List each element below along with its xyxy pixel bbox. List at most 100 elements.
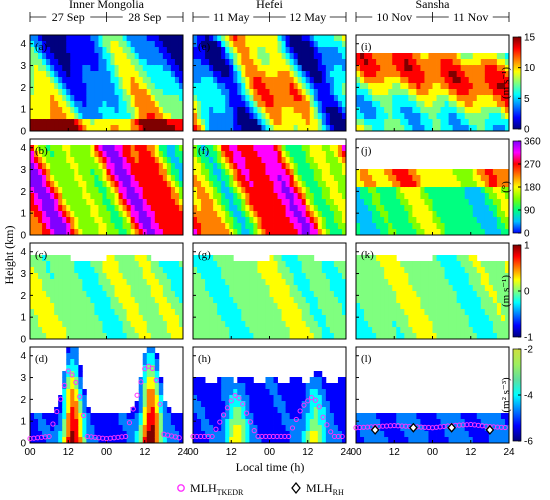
- heat-cell: [197, 113, 202, 120]
- heat-cell: [301, 83, 307, 90]
- heat-cell: [261, 169, 266, 176]
- heat-cell: [197, 187, 202, 194]
- heat-cell: [197, 255, 202, 262]
- heat-cell: [301, 101, 307, 108]
- panel-label: (j): [361, 145, 372, 157]
- heat-cell: [201, 327, 206, 334]
- heat-cell: [400, 199, 405, 206]
- heat-cell: [66, 267, 71, 274]
- heat-cell: [106, 83, 111, 90]
- heat-cell: [138, 327, 144, 334]
- heat-cell: [293, 327, 299, 334]
- heat-cell: [356, 223, 361, 230]
- heat-cell: [408, 321, 413, 328]
- heat-cell: [229, 297, 234, 304]
- heat-cell: [305, 291, 311, 298]
- heat-cell: [126, 157, 132, 164]
- heat-cell: [174, 267, 180, 274]
- heat-cell: [420, 291, 425, 298]
- heat-cell: [257, 315, 262, 322]
- heat-cell: [114, 65, 119, 72]
- heat-cell: [217, 35, 222, 42]
- heat-cell: [277, 95, 282, 102]
- heat-cell: [217, 83, 222, 90]
- heat-cell: [38, 59, 43, 66]
- heat-cell: [114, 199, 119, 206]
- heat-cell: [440, 95, 445, 102]
- heat-cell: [150, 309, 156, 316]
- heat-cell: [400, 223, 405, 230]
- heat-cell: [404, 101, 409, 108]
- heat-cell: [293, 83, 299, 90]
- heat-cell: [62, 303, 67, 310]
- heat-cell: [174, 59, 180, 66]
- heat-cell: [82, 193, 87, 200]
- heat-cell: [253, 267, 258, 274]
- heat-cell: [90, 175, 95, 182]
- heat-cell: [504, 291, 510, 298]
- heat-cell: [166, 71, 172, 78]
- y-tick-label: 4: [20, 39, 26, 50]
- heat-cell: [193, 71, 198, 78]
- heat-cell: [78, 187, 83, 194]
- heat-cell: [504, 187, 510, 194]
- heat-cell: [428, 89, 433, 96]
- heat-cell: [142, 89, 148, 96]
- heat-cell: [114, 181, 119, 188]
- heat-cell: [237, 65, 242, 72]
- heat-cell: [170, 113, 176, 120]
- heat-cell: [106, 89, 111, 96]
- heat-cell: [58, 217, 63, 224]
- heat-cell: [50, 53, 55, 60]
- heat-cell: [221, 163, 226, 170]
- heat-cell: [476, 273, 482, 280]
- heat-cell: [392, 77, 397, 84]
- heat-cell: [392, 223, 397, 230]
- heat-cell: [484, 199, 490, 206]
- heat-cell: [58, 199, 63, 206]
- heat-cell: [424, 187, 429, 194]
- heat-cell: [241, 157, 246, 164]
- y-tick-label: 2: [20, 83, 26, 94]
- heat-cell: [62, 327, 67, 334]
- heat-cell: [321, 333, 327, 340]
- heat-cell: [392, 211, 397, 218]
- heat-cell: [126, 321, 132, 328]
- heat-cell: [237, 267, 242, 274]
- heat-cell: [484, 119, 490, 126]
- heat-cell: [321, 229, 327, 236]
- heat-cell: [118, 95, 124, 102]
- heat-cell: [38, 285, 43, 292]
- heat-cell: [213, 199, 218, 206]
- heat-cell: [130, 163, 136, 170]
- heat-cell: [38, 255, 43, 262]
- heat-cell: [130, 279, 136, 286]
- heat-cell: [54, 53, 59, 60]
- heat-cell: [126, 303, 132, 310]
- heat-cell: [408, 229, 413, 236]
- heat-cell: [305, 169, 311, 176]
- heat-cell: [90, 333, 95, 340]
- heat-cell: [110, 145, 115, 152]
- heat-cell: [217, 321, 222, 328]
- heat-cell: [313, 157, 319, 164]
- heat-cell: [94, 181, 99, 188]
- heat-cell: [170, 315, 176, 322]
- heat-cell: [309, 193, 315, 200]
- heat-cell: [329, 95, 335, 102]
- heat-cell: [368, 181, 373, 188]
- heat-cell: [241, 303, 246, 310]
- heat-cell: [106, 267, 111, 274]
- heat-cell: [376, 113, 381, 120]
- heat-cell: [472, 285, 478, 292]
- heat-cell: [277, 199, 282, 206]
- heat-cell: [98, 71, 103, 78]
- heat-cell: [309, 205, 315, 212]
- heat-cell: [269, 125, 274, 132]
- heat-cell: [225, 327, 230, 334]
- heat-cell: [110, 77, 115, 84]
- heat-cell: [110, 193, 115, 200]
- heat-cell: [309, 47, 315, 54]
- heat-cell: [78, 125, 83, 132]
- heat-cell: [98, 267, 103, 274]
